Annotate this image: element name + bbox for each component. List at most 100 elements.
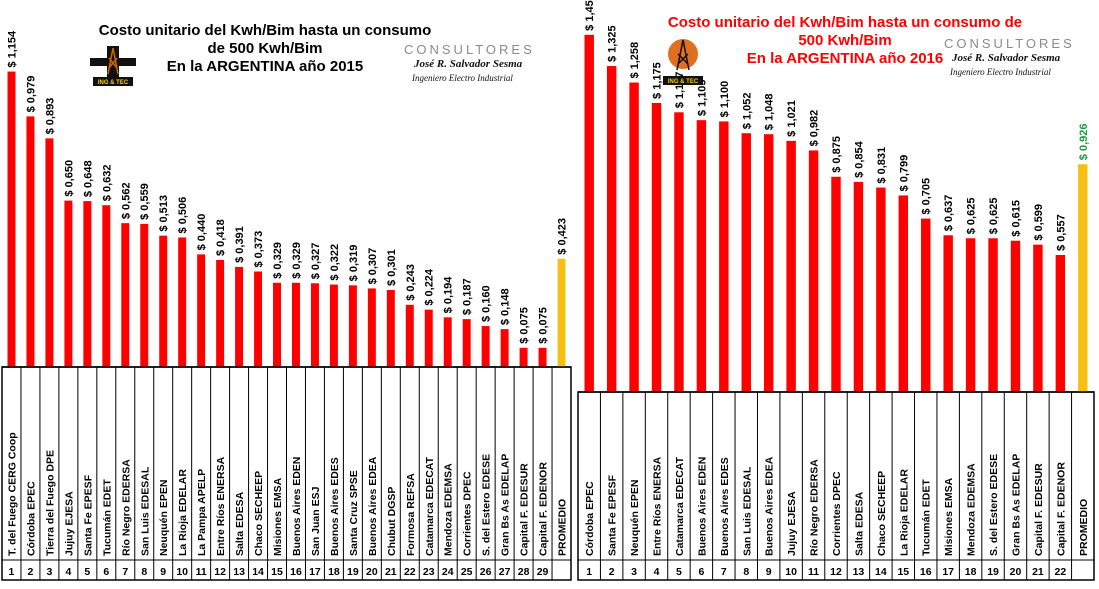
- value-label: $ 0,391: [234, 226, 246, 263]
- category-label: Capital F. EDENOR: [1055, 462, 1067, 556]
- value-label: $ 0,373: [253, 231, 265, 268]
- bar: [606, 66, 617, 393]
- value-label: $ 1,048: [764, 93, 776, 130]
- value-label: $ 1,258: [629, 42, 641, 79]
- value-label: $ 0,423: [557, 218, 569, 255]
- category-label: S. del Estero EDESE: [481, 454, 493, 556]
- category-label: La Rioja EDELAR: [177, 469, 189, 556]
- value-label: $ 0,243: [405, 264, 417, 301]
- chart-2016-title-line-2: 500 Kwh/Bim: [798, 32, 892, 49]
- bar: [763, 134, 774, 392]
- category-label: Santa Fe EPESF: [82, 474, 94, 556]
- category-number: 20: [1010, 566, 1022, 578]
- category-number: 16: [920, 566, 932, 578]
- consultores-label-2015: CONSULTORES: [404, 42, 535, 57]
- category-number: 13: [233, 566, 245, 578]
- signature-2016: José R. Salvador Sesma: [952, 52, 1061, 64]
- category-label: Catamarca EDECAT: [674, 456, 686, 556]
- value-label: $ 0,301: [386, 249, 398, 286]
- value-label: $ 0,559: [139, 183, 151, 220]
- bar: [83, 201, 92, 367]
- value-label: $ 0,075: [538, 307, 550, 344]
- bar: [273, 282, 281, 367]
- bar: [629, 82, 639, 393]
- value-label: $ 0,194: [443, 276, 455, 314]
- value-label: $ 0,319: [348, 245, 360, 282]
- category-label: Buenos Aires EDEN: [696, 457, 708, 556]
- category-label: Tucumán EDET: [921, 479, 933, 556]
- value-label: $ 0,893: [44, 98, 56, 135]
- category-number: 29: [537, 566, 549, 578]
- chart-2015-title-line-1: Costo unitario del Kwh/Bim hasta un cons…: [98, 22, 432, 39]
- bar: [7, 71, 16, 368]
- category-label: Gran Bs As EDELAP: [1010, 454, 1022, 556]
- category-label: Santa Fe EPESF: [607, 474, 619, 556]
- value-label: $ 0,632: [101, 165, 113, 202]
- category-number: 2: [609, 566, 615, 578]
- category-label: Jujuy EJESA: [63, 491, 75, 556]
- category-label: Buenos Aires EDEA: [764, 456, 776, 556]
- category-number: 14: [875, 566, 887, 578]
- bar: [216, 259, 225, 367]
- value-label: $ 0,322: [329, 244, 341, 281]
- category-number: 5: [84, 566, 90, 578]
- category-number: 18: [328, 566, 340, 578]
- category-number: 22: [1055, 566, 1067, 578]
- bar: [121, 223, 130, 367]
- category-number: 11: [808, 566, 819, 578]
- category-label: Chubut DGSP: [386, 487, 398, 556]
- bar: [988, 238, 998, 392]
- bar: [584, 34, 594, 393]
- bar: [64, 200, 73, 367]
- value-label: $ 1,052: [741, 93, 753, 130]
- category-label: Santa Cruz SPSE: [348, 470, 360, 556]
- value-label: $ 1,021: [786, 100, 798, 137]
- bar: [310, 283, 319, 367]
- value-label: $ 0,329: [291, 242, 303, 279]
- bar: [140, 223, 149, 367]
- category-number: 7: [721, 566, 727, 578]
- category-number: 11: [196, 566, 207, 578]
- category-number: 6: [698, 566, 704, 578]
- logo-text-2016: ING & TEC: [668, 79, 699, 85]
- bar: [831, 176, 841, 392]
- bar: [102, 205, 111, 367]
- bar: [1033, 244, 1043, 392]
- category-number: 25: [461, 566, 473, 578]
- bar: [254, 271, 263, 367]
- tower-logo-icon: ING & TEC: [663, 39, 703, 85]
- bar: [178, 237, 187, 367]
- category-label: Capital F. EDESUR: [519, 463, 531, 556]
- value-label: $ 0,440: [196, 214, 208, 251]
- bar: [786, 140, 796, 392]
- signature-2015: José R. Salvador Sesma: [414, 58, 523, 70]
- category-label: Salta EDESA: [853, 491, 865, 556]
- bar: [921, 218, 931, 392]
- value-label: $ 0,648: [82, 160, 94, 197]
- bar: [235, 266, 244, 367]
- bar: [651, 102, 662, 392]
- value-label: $ 0,329: [272, 242, 284, 279]
- category-number: 4: [654, 566, 660, 578]
- category-label: Entre Ríos ENERSA: [652, 456, 664, 556]
- category-number: 9: [766, 566, 772, 578]
- category-number: 6: [103, 566, 109, 578]
- bar: [443, 317, 452, 367]
- category-number: 23: [423, 566, 435, 578]
- chart-2016-title-line-3: En la ARGENTINA año 2016: [746, 50, 944, 67]
- category-number: 17: [309, 566, 321, 578]
- bar: [292, 282, 300, 367]
- category-number: 12: [214, 566, 226, 578]
- bar: [1055, 254, 1066, 392]
- category-number: 13: [853, 566, 865, 578]
- category-label: Salta EDESA: [234, 491, 246, 556]
- value-label: $ 0,637: [943, 195, 955, 232]
- value-label: $ 1,175: [652, 62, 664, 99]
- value-label: $ 0,075: [519, 307, 531, 344]
- value-label: $ 1,105: [696, 79, 708, 116]
- value-label: $ 1,100: [719, 81, 731, 118]
- category-number: 3: [46, 566, 52, 578]
- category-label: Buenos Aires EDEA: [367, 456, 379, 556]
- value-label: $ 0,799: [898, 155, 910, 192]
- value-label: $ 0,160: [481, 285, 493, 322]
